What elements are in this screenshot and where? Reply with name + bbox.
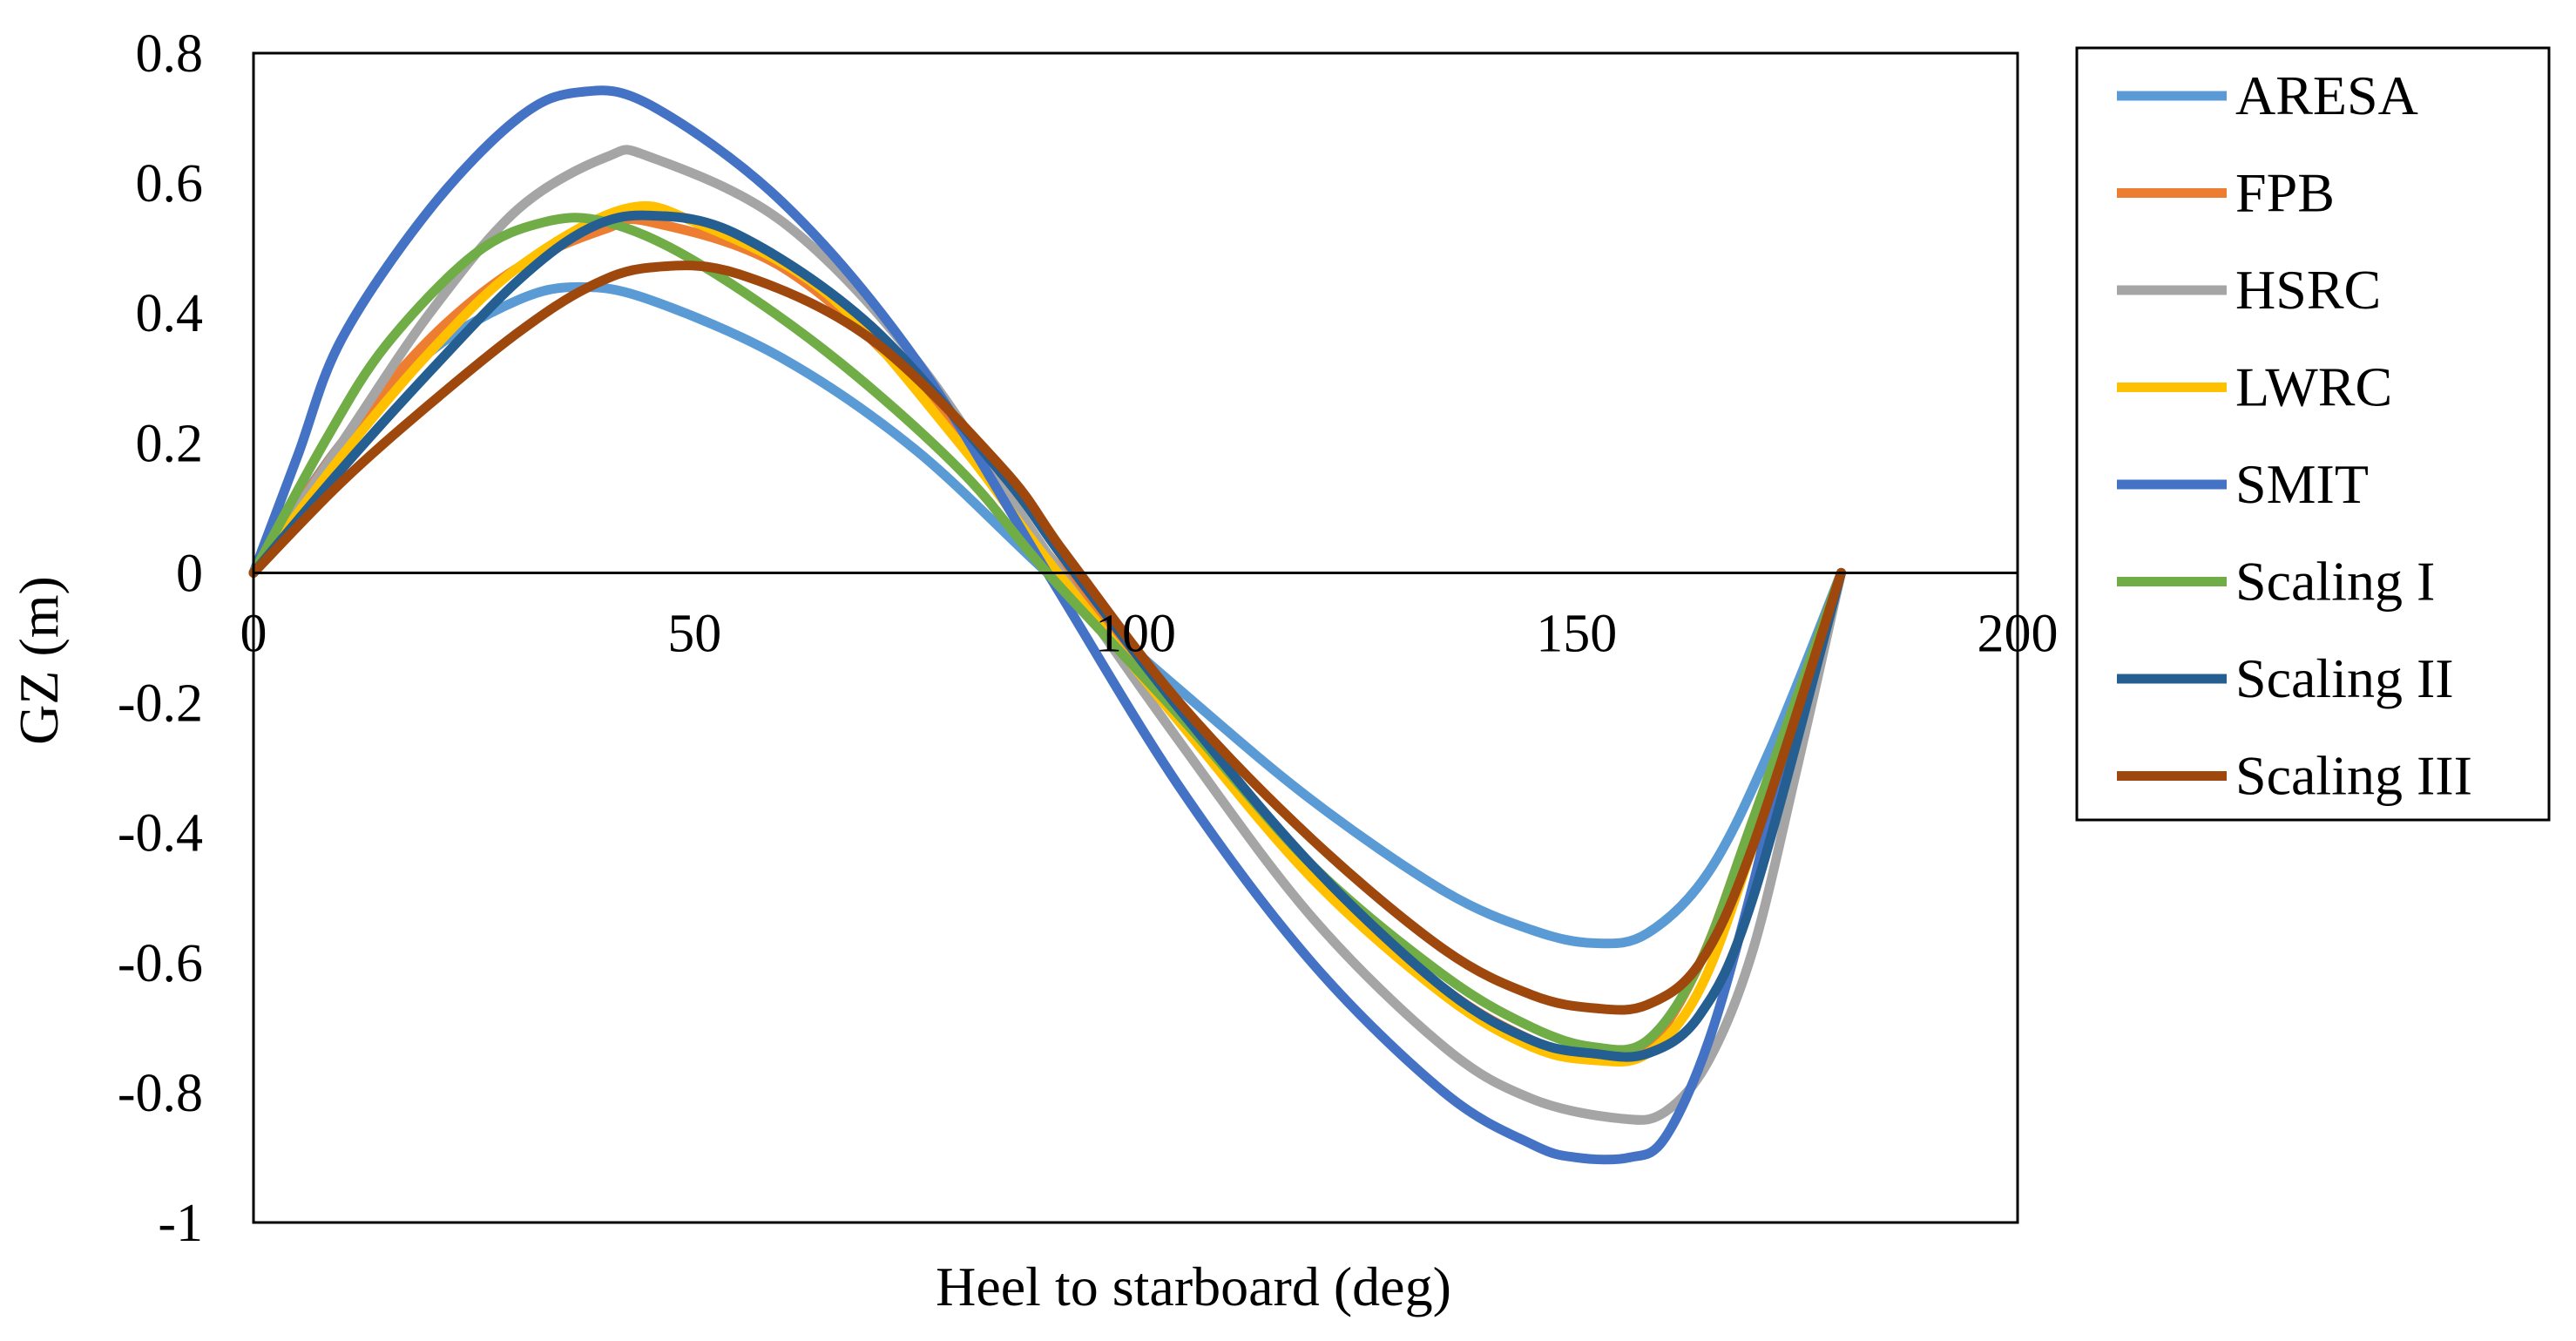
x-tick-labels: 0 50 100 150 200 [240, 604, 2059, 663]
y-tick-label: 0.4 [136, 284, 204, 343]
series-line-scaling-i [248, 213, 1846, 1055]
y-tick-label: 0.8 [136, 24, 204, 84]
legend-label: Scaling I [2235, 551, 2435, 613]
legend-label: FPB [2235, 162, 2335, 224]
x-axis-title: Heel to starboard (deg) [936, 1256, 1451, 1317]
legend-label: HSRC [2235, 259, 2381, 321]
legend-label: SMIT [2235, 453, 2369, 515]
y-axis-title: GZ (m) [8, 576, 70, 745]
x-tick-label: 150 [1536, 604, 1617, 663]
x-tick-label: 100 [1095, 604, 1176, 663]
series-line-smit [248, 85, 1846, 1165]
legend-label: LWRC [2235, 356, 2392, 418]
y-tick-label: 0.6 [136, 154, 204, 213]
y-tick-label: -0.6 [118, 934, 203, 993]
series-line-scaling-iii [248, 261, 1846, 1015]
legend-box [2075, 46, 2551, 822]
legend-label: Scaling III [2235, 745, 2472, 807]
series-group [248, 85, 1846, 1165]
legend: ARESA FPB HSRC LWRC SMIT Scaling I Scaling II S… [2117, 64, 2472, 807]
y-tick-label: 0.2 [136, 414, 204, 473]
y-tick-label: 0 [176, 544, 203, 603]
x-tick-label: 0 [240, 604, 267, 663]
y-tick-label: -0.4 [118, 804, 203, 864]
y-tick-label: -1 [158, 1194, 203, 1253]
x-tick-label: 200 [1978, 604, 2059, 663]
legend-label: ARESA [2235, 64, 2418, 126]
legend-label: Scaling II [2235, 647, 2454, 709]
y-tick-label: -0.2 [118, 674, 203, 734]
x-tick-label: 50 [667, 604, 721, 663]
series-line-hsrc [248, 145, 1846, 1125]
y-tick-labels: 0.8 0.6 0.4 0.2 0 -0.2 -0.4 -0.6 -0.8 -1 [118, 24, 203, 1253]
plot-area-frame [252, 51, 2019, 1224]
y-tick-label: -0.8 [118, 1064, 203, 1123]
